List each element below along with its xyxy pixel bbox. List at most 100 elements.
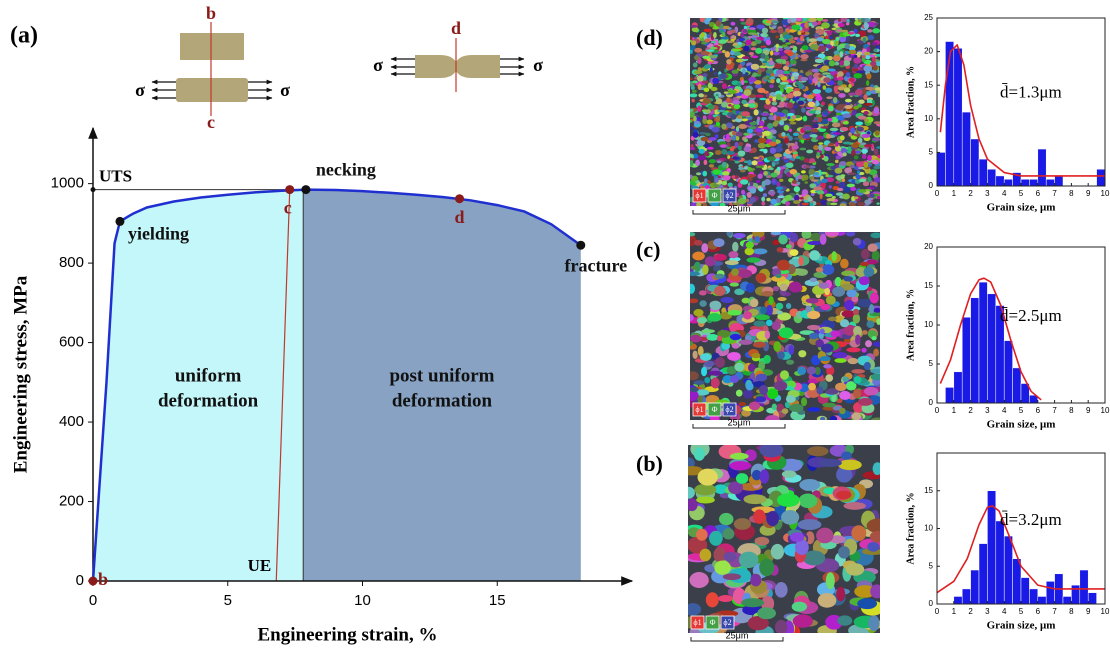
- grain: [697, 75, 704, 81]
- grain: [687, 232, 695, 236]
- grain: [806, 298, 819, 303]
- x-tick-label: 1: [952, 406, 957, 415]
- grain: [739, 38, 745, 41]
- grain: [755, 273, 766, 283]
- grain: [785, 154, 792, 158]
- grain: [817, 82, 820, 88]
- grain: [792, 97, 797, 101]
- grain: [835, 142, 838, 147]
- grain: [722, 32, 726, 37]
- grain: [874, 149, 878, 155]
- grain: [846, 231, 856, 237]
- grain: [862, 330, 868, 335]
- grain: [710, 47, 718, 50]
- grain: [741, 100, 747, 105]
- grain: [691, 86, 695, 90]
- grain: [744, 494, 767, 504]
- y-tick-label: 5: [929, 561, 934, 570]
- grain: [730, 51, 735, 56]
- grain: [732, 343, 740, 349]
- x-tick-label: 0: [935, 607, 940, 616]
- grain: [846, 22, 850, 25]
- bar: [962, 112, 970, 186]
- grain: [853, 106, 859, 110]
- point: [89, 577, 98, 586]
- panel-label: (b): [636, 451, 663, 476]
- grain: [825, 229, 839, 237]
- x-tick-label: 0: [935, 406, 940, 415]
- point-label: c: [284, 198, 292, 218]
- grain: [832, 122, 841, 127]
- bar: [1038, 149, 1046, 186]
- grain: [732, 131, 736, 135]
- grain: [869, 194, 874, 198]
- grain: [759, 98, 766, 100]
- grain: [834, 358, 846, 363]
- bar: [979, 282, 987, 403]
- specimen-label: b: [206, 3, 216, 23]
- grain: [797, 55, 800, 58]
- grain: [744, 138, 748, 142]
- grain: [778, 28, 784, 34]
- grain: [735, 161, 740, 164]
- grain: [793, 133, 799, 137]
- grain: [738, 142, 743, 146]
- grain: [802, 45, 809, 50]
- grain: [721, 297, 734, 303]
- grain: [717, 336, 722, 341]
- bar: [971, 570, 979, 604]
- region-label: deformation: [158, 390, 259, 411]
- grain: [804, 50, 813, 52]
- x-axis-label: Grain size, μm: [987, 620, 1056, 632]
- grain: [732, 135, 736, 141]
- grain: [873, 107, 879, 114]
- annotation: d̄=2.5μm: [1000, 306, 1062, 325]
- grain: [735, 363, 745, 372]
- point-label: fracture: [564, 255, 627, 275]
- x-tick-label: 1: [952, 607, 957, 616]
- grain: [721, 124, 726, 130]
- grain: [809, 158, 815, 162]
- grain: [864, 362, 871, 370]
- grain: [759, 149, 767, 152]
- grain: [835, 160, 839, 164]
- grain: [853, 73, 862, 78]
- grain: [876, 146, 882, 149]
- grain: [837, 615, 852, 625]
- grain: [717, 160, 721, 163]
- grain: [818, 593, 837, 608]
- x-tick-label: 8: [1069, 189, 1074, 198]
- grain: [737, 42, 742, 45]
- grain: [777, 297, 786, 301]
- grain: [730, 114, 736, 120]
- point-label: necking: [316, 160, 376, 180]
- grain: [875, 130, 880, 136]
- grain: [802, 175, 808, 181]
- grain: [775, 274, 781, 278]
- grain: [704, 178, 708, 183]
- grain: [750, 188, 756, 194]
- grain: [803, 158, 809, 163]
- grain: [693, 309, 703, 316]
- grain: [811, 129, 819, 133]
- grain: [700, 300, 707, 307]
- legend-text: Φ: [712, 405, 718, 414]
- grain: [732, 156, 739, 159]
- x-tick-label: 5: [224, 592, 232, 609]
- grain: [761, 117, 767, 120]
- figure: (a) (d) (c) (b) b c d σ σ σ σ ϕ1Φϕ225μmϕ…: [0, 0, 1110, 649]
- grain: [715, 178, 719, 183]
- grain: [713, 72, 717, 75]
- grain: [694, 48, 702, 53]
- grain: [813, 123, 819, 128]
- bar: [1080, 570, 1088, 604]
- grain: [780, 283, 788, 291]
- grain: [818, 144, 823, 150]
- grain: [822, 403, 836, 408]
- grain: [825, 194, 833, 197]
- grain: [709, 531, 723, 546]
- grain: [772, 162, 776, 167]
- grain: [707, 34, 711, 38]
- grain: [766, 39, 771, 45]
- grain: [838, 140, 842, 143]
